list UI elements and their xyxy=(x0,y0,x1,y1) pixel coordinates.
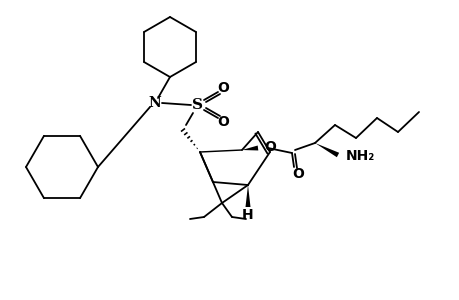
Text: S: S xyxy=(192,98,203,112)
Text: O: O xyxy=(291,167,303,181)
Polygon shape xyxy=(241,146,258,151)
Text: O: O xyxy=(217,115,229,129)
Text: H: H xyxy=(241,208,253,222)
Text: N: N xyxy=(148,96,161,110)
Text: NH₂: NH₂ xyxy=(345,149,375,163)
Polygon shape xyxy=(245,185,250,207)
Polygon shape xyxy=(314,143,338,157)
Text: O: O xyxy=(217,81,229,95)
Text: O: O xyxy=(263,140,275,154)
